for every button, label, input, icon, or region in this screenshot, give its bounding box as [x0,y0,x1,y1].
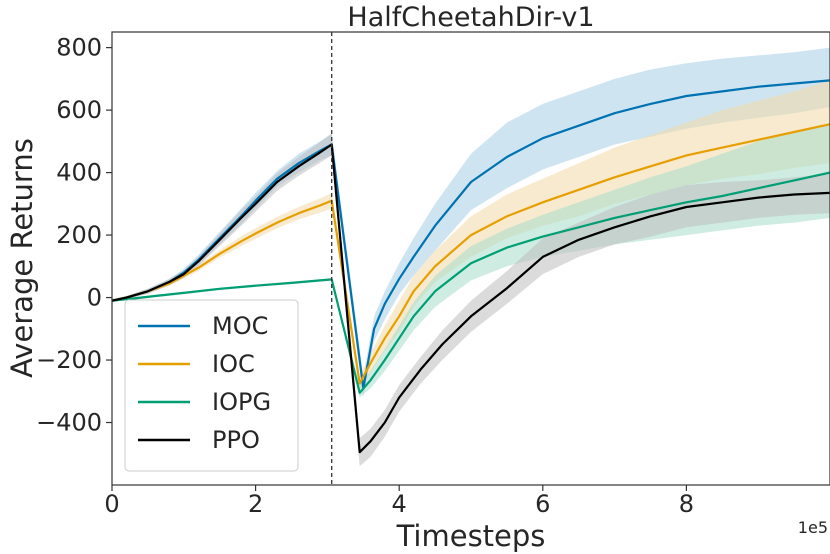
x-tick-label: 4 [392,490,407,518]
x-tick-label: 2 [248,490,263,518]
legend-label-ppo: PPO [212,426,260,454]
y-axis-ticks: −400 −200 0 200 400 600 800 [36,34,112,437]
band-moc [112,47,830,398]
y-tick-label: 200 [56,221,102,249]
legend-label-ioc: IOC [212,350,255,378]
line-moc [111,79,830,390]
band-iopg [112,124,830,398]
x-axis-ticks: 0 2 4 6 8 [104,485,694,518]
x-tick-label: 6 [535,490,550,518]
series-lines [111,79,830,454]
legend-frame [124,299,299,472]
chart-title: HalfCheetahDir-v1 [347,2,594,33]
line-ppo [111,143,830,454]
x-axis-label: Timesteps [396,519,546,553]
legend: MOC IOC IOPG PPO [124,299,299,472]
y-tick-label: −400 [36,409,102,437]
y-tick-label: 800 [56,34,102,62]
y-tick-label: 0 [87,284,102,312]
line-ioc [111,123,830,385]
y-tick-label: −200 [36,346,102,374]
x-tick-label: 8 [679,490,694,518]
legend-label-moc: MOC [212,312,268,340]
plot-frame [111,31,830,486]
x-tick-label: 0 [104,490,119,518]
line-iopg [111,171,830,394]
y-tick-label: 400 [56,159,102,187]
legend-label-iopg: IOPG [212,388,271,416]
x-axis-offset: 1e5 [798,518,828,537]
y-axis-label: Average Returns [5,138,39,378]
y-tick-label: 600 [56,96,102,124]
